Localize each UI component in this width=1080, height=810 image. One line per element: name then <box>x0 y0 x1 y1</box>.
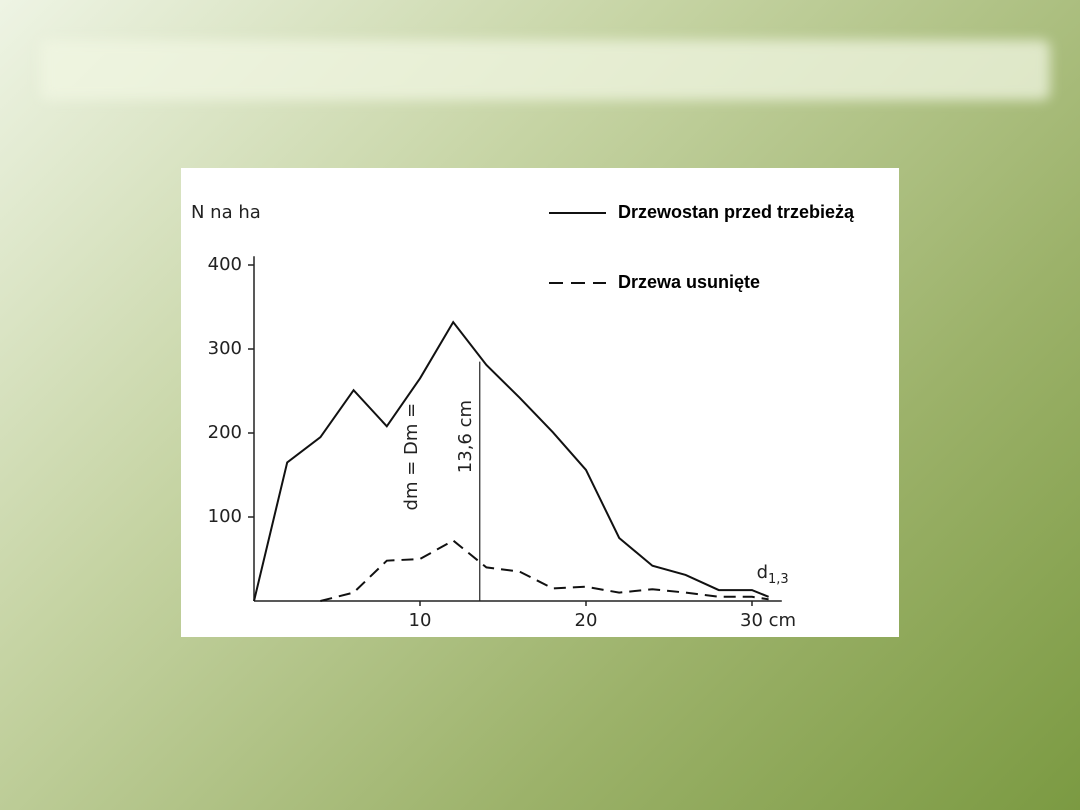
x-axis-label-main: d <box>757 562 768 583</box>
marker-label: 13,6 cm <box>455 400 476 473</box>
legend-label: Drzewa usunięte <box>618 272 760 292</box>
x-tick-label: 30 cm <box>740 610 796 631</box>
series-line <box>253 320 769 602</box>
legend-label: Drzewostan przed trzebieżą <box>618 202 855 222</box>
y-tick-label: 100 <box>208 506 242 527</box>
x-tick-label: 10 <box>409 610 432 631</box>
x-tick-label: 20 <box>575 610 598 631</box>
x-axis-label-sub: 1,3 <box>768 572 789 587</box>
y-tick-label: 200 <box>208 422 242 443</box>
y-tick-label: 300 <box>208 338 242 359</box>
chart: N na ha d1,3 100 200 300 400 10 20 30 cm 13,6 cm d… <box>181 168 899 637</box>
x-axis-label: d1,3 <box>757 562 789 587</box>
series-line <box>320 539 769 602</box>
y-axis-label: N na ha <box>191 202 261 223</box>
title-bar <box>40 40 1050 100</box>
y-tick-label: 400 <box>208 254 242 275</box>
marker-note: dm = Dm = <box>401 403 422 511</box>
